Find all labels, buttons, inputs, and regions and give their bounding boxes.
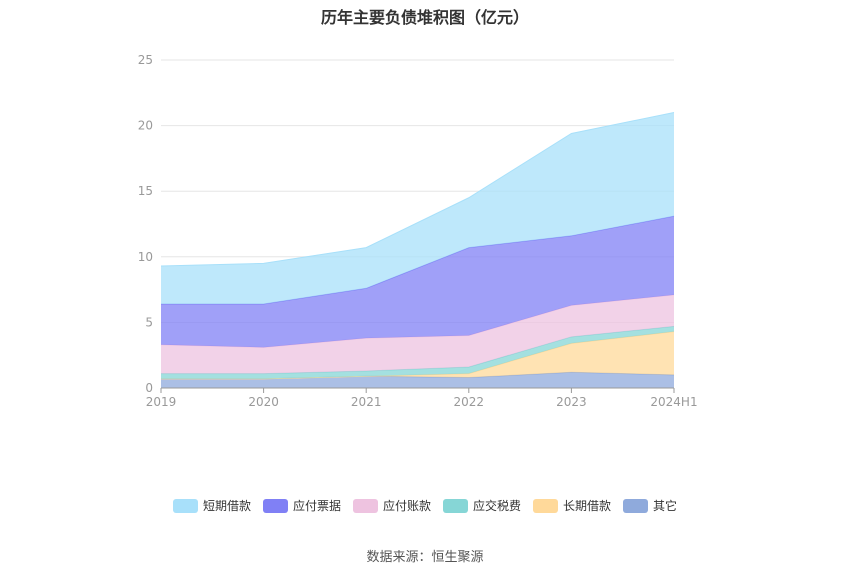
- legend-item[interactable]: 应付账款: [352, 497, 431, 514]
- legend-label: 短期借款: [202, 499, 251, 513]
- area-series-5: [161, 112, 674, 305]
- chart-title: 历年主要负债堆积图（亿元）: [320, 8, 529, 27]
- y-tick-label: 10: [138, 250, 153, 264]
- legend-item[interactable]: 应付票据: [262, 497, 341, 514]
- area-series-1: [161, 331, 674, 379]
- legend: 短期借款 应付票据 应付账款 应交税费 长期借款 其它: [0, 497, 850, 514]
- legend-label: 长期借款: [563, 499, 612, 513]
- legend-label: 应交税费: [473, 499, 522, 513]
- area-series-3: [161, 294, 674, 374]
- legend-label: 应付账款: [382, 499, 431, 513]
- x-tick-label: 2021: [351, 395, 382, 409]
- legend-swatch: [352, 498, 378, 513]
- legend-label: 应付票据: [292, 499, 341, 513]
- x-tick-label: 2020: [248, 395, 279, 409]
- legend-item[interactable]: 应交税费: [443, 497, 521, 514]
- x-tick-label: 2022: [454, 395, 485, 409]
- area-series-line-5: [160, 111, 675, 267]
- area-series-4: [161, 216, 674, 348]
- x-tick-label: 2023: [556, 395, 587, 409]
- y-tick-label: 20: [138, 119, 153, 133]
- area-series: [160, 111, 675, 388]
- legend-label: 其它: [653, 499, 678, 513]
- legend-swatch: [262, 498, 288, 513]
- area-series-0: [161, 372, 674, 388]
- legend-item[interactable]: 长期借款: [533, 497, 611, 514]
- legend-swatch: [623, 498, 649, 513]
- y-tick-label: 5: [145, 315, 153, 329]
- legend-swatch: [443, 498, 468, 513]
- y-tick-label: 15: [138, 184, 153, 198]
- y-tick-label: 25: [138, 53, 153, 67]
- legend-swatch: [533, 498, 559, 513]
- x-tick-label: 2024H1: [650, 395, 697, 409]
- axes: 0 5 10 15 20 25 2019 2020 2021 2022 2023 2024H1: [138, 53, 698, 409]
- legend-item[interactable]: 短期借款: [172, 497, 251, 514]
- y-tick-label: 0: [145, 381, 153, 395]
- legend-item[interactable]: 其它: [623, 497, 677, 514]
- x-tick-label: 2019: [146, 395, 177, 409]
- data-source-note: 数据来源：恒生聚源: [366, 550, 484, 565]
- legend-swatch: [172, 498, 198, 513]
